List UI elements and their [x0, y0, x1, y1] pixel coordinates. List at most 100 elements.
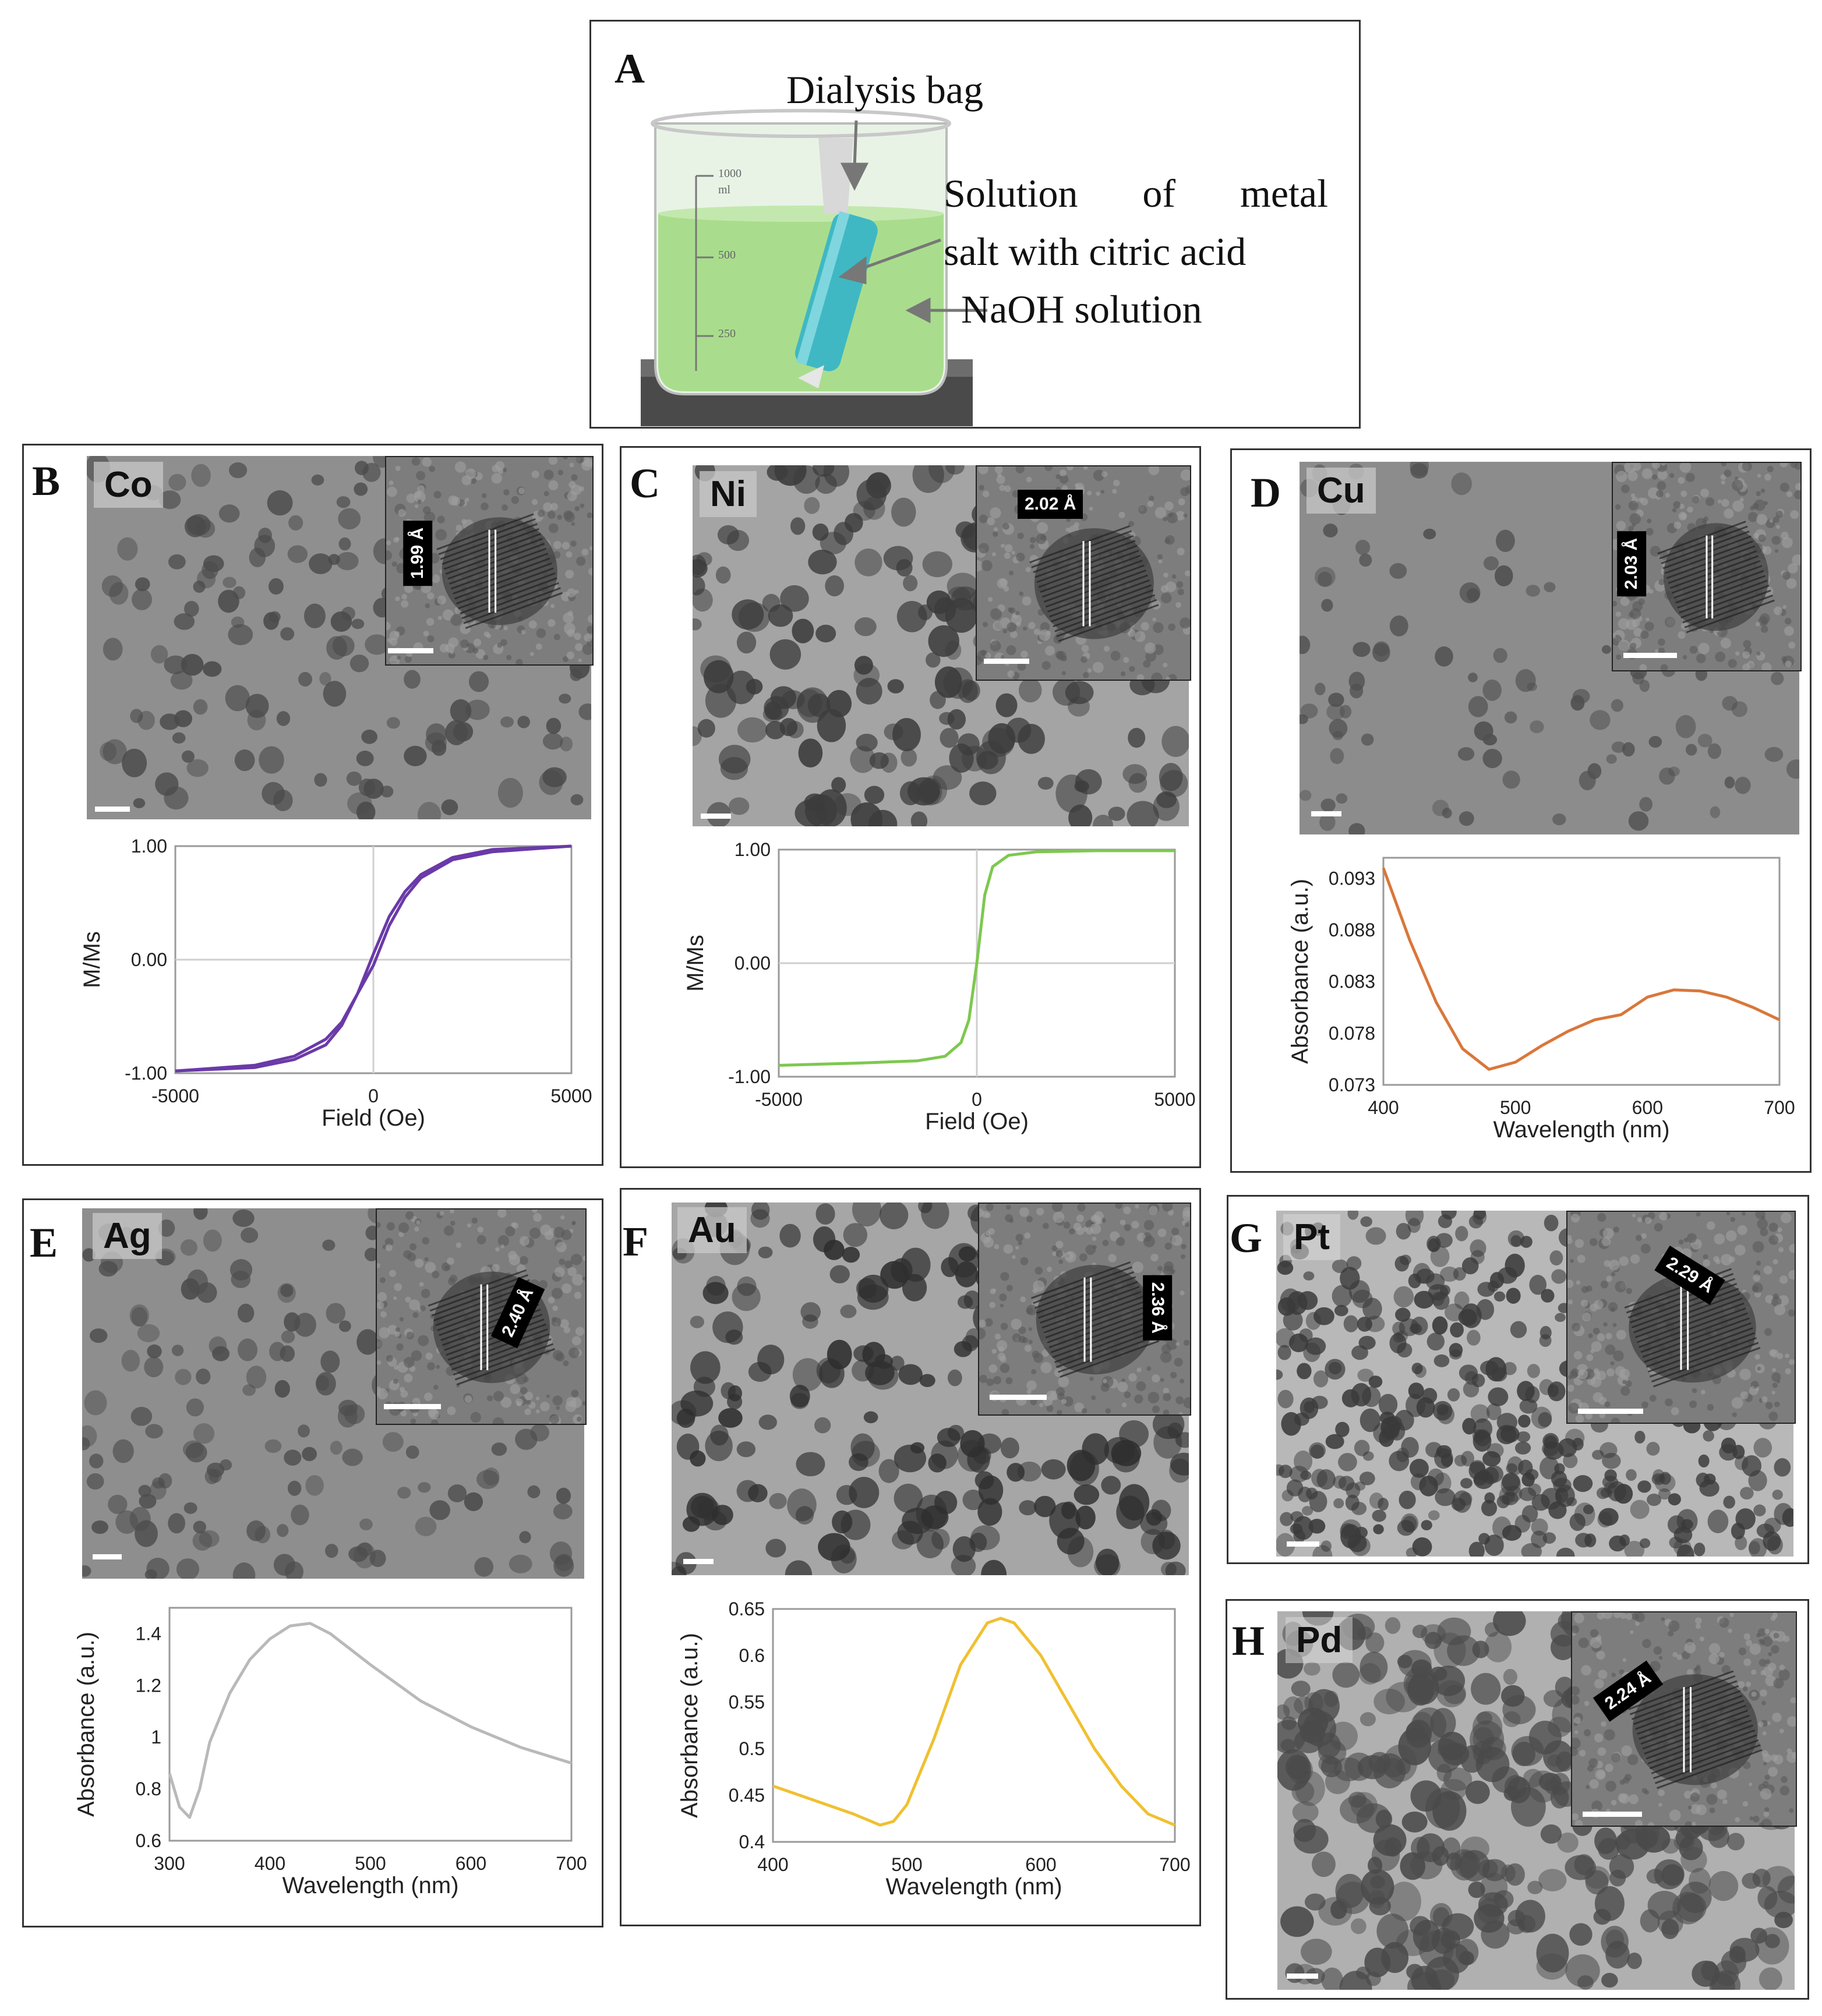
nanoparticle: [1493, 648, 1507, 663]
nanoparticle: [1496, 1425, 1517, 1445]
nanoparticle: [854, 549, 882, 576]
nanoparticle: [795, 1506, 814, 1525]
nanoparticle: [1473, 1727, 1495, 1752]
nanoparticle: [1531, 1530, 1548, 1548]
element-label: Co: [94, 462, 163, 508]
nanoparticle: [264, 1439, 282, 1453]
y-tick-label: 0.4: [739, 1831, 765, 1852]
nanoparticle: [765, 721, 786, 740]
nanoparticle: [342, 1448, 363, 1466]
nanoparticle: [1421, 1520, 1432, 1531]
x-axis-label: Wavelength (nm): [1493, 1117, 1669, 1143]
nanoparticle: [672, 1561, 687, 1575]
nanoparticle: [1482, 1451, 1501, 1467]
nanoparticle: [1587, 763, 1602, 779]
chart-svg: -5000 0 5000 1.00 0.00 -1.00 Field (Oe) M/Ms: [79, 836, 592, 1131]
nanoparticle: [1428, 1468, 1445, 1486]
nanoparticle: [962, 680, 980, 701]
lattice-texture: [386, 457, 592, 664]
nanoparticle: [1721, 1950, 1747, 1975]
chart-svg: 400 500 600 700 0.093 0.088 0.083 0.078 0.073 Wav…: [1287, 857, 1795, 1143]
nanoparticle: [1637, 1480, 1651, 1493]
chart-ni: -5000 0 5000 1.00 0.00 -1.00 Field (Oe) M/Ms: [662, 838, 1198, 1152]
nanoparticle: [910, 811, 928, 826]
nanoparticle: [1325, 1434, 1344, 1449]
nanoparticle: [1372, 643, 1390, 662]
nanoparticle: [1364, 1947, 1391, 1978]
chart-co: -5000 0 5000 1.00 0.00 -1.00 Field (Oe) M/Ms: [59, 834, 595, 1149]
nanoparticle: [232, 1562, 256, 1579]
nanoparticle: [921, 1202, 949, 1229]
nanoparticle: [817, 709, 846, 742]
nanoparticle: [1352, 1289, 1373, 1308]
nanoparticle: [853, 1345, 874, 1362]
nanoparticle: [1543, 1740, 1573, 1773]
nanoparticle: [1673, 1538, 1692, 1556]
nanoparticle: [418, 1482, 431, 1493]
nanoparticle: [1476, 1711, 1492, 1725]
nanoparticle: [1470, 1404, 1490, 1423]
panel-label: B: [32, 458, 61, 504]
nanoparticle: [1400, 1852, 1426, 1880]
nanoparticle: [1411, 1363, 1423, 1374]
solution-label-line2: salt with citric acid: [944, 229, 1247, 274]
nanoparticle: [1436, 1403, 1449, 1416]
nanoparticle: [1019, 1500, 1037, 1516]
nanoparticle: [1000, 1437, 1019, 1459]
nanoparticle: [133, 798, 146, 808]
nanoparticle: [1461, 1451, 1475, 1467]
nanoparticle: [1624, 1540, 1645, 1557]
nanoparticle: [130, 1406, 153, 1426]
nanoparticle: [693, 1377, 715, 1398]
nanoparticle: [897, 1520, 923, 1545]
nanoparticle: [465, 699, 490, 720]
nanoparticle: [86, 1473, 104, 1490]
nanoparticle: [1767, 1536, 1783, 1555]
nanoparticle: [1406, 1393, 1425, 1417]
nanoparticle: [1108, 807, 1125, 821]
nanoparticle: [1175, 1432, 1189, 1448]
nanoparticle: [1442, 808, 1452, 819]
nanoparticle: [1539, 1325, 1552, 1340]
nanoparticle: [1425, 1788, 1460, 1829]
nanoparticle: [1529, 1275, 1547, 1295]
nanoparticle: [1034, 1495, 1056, 1518]
nanoparticle: [1471, 1672, 1501, 1705]
nanoparticle: [1360, 1216, 1372, 1227]
beaker-mark-1000: 1000: [718, 167, 741, 180]
nanoparticle: [1777, 1875, 1795, 1904]
beaker-mark-250: 250: [718, 327, 736, 340]
nanoparticle: [1326, 703, 1345, 720]
nanoparticle: [1531, 1406, 1552, 1429]
panel-c: C 2.02 Å Ni -5000 0 5000 1.00 0.00 -1.00 Field…: [620, 446, 1201, 1168]
nanoparticle: [854, 617, 877, 636]
nanoparticle: [158, 490, 181, 510]
nanoparticle: [1396, 1447, 1410, 1462]
nanoparticle: [910, 1442, 925, 1453]
nanoparticle: [1485, 1622, 1499, 1637]
x-tick-label: 0: [368, 1085, 379, 1106]
element-label: Ni: [700, 471, 757, 517]
nanoparticle: [1742, 1873, 1761, 1889]
inset-scale-bar: [984, 659, 1029, 664]
nanoparticle: [1552, 814, 1566, 826]
nanoparticle: [1412, 1537, 1432, 1557]
nanoparticle: [1332, 1285, 1353, 1307]
nanoparticle: [1294, 1696, 1313, 1715]
hrtem-inset: [978, 1202, 1191, 1416]
y-tick-label: 0.6: [136, 1830, 161, 1851]
nanoparticle: [1757, 1886, 1778, 1910]
nanoparticle: [247, 709, 266, 731]
chart-svg: -5000 0 5000 1.00 0.00 -1.00 Field (Oe) M/Ms: [683, 839, 1196, 1134]
nanoparticle: [1293, 1529, 1305, 1543]
nanoparticle: [1516, 1431, 1531, 1442]
nanoparticle: [1697, 734, 1712, 748]
nanoparticle: [109, 582, 129, 605]
nanoparticle: [1693, 1543, 1706, 1557]
nanoparticle: [139, 1494, 157, 1509]
nanoparticle: [280, 1283, 294, 1297]
nanoparticle: [1502, 770, 1520, 789]
nanoparticle: [1320, 1540, 1332, 1552]
nanoparticle: [1436, 1680, 1467, 1707]
nanoparticle: [158, 1219, 175, 1237]
